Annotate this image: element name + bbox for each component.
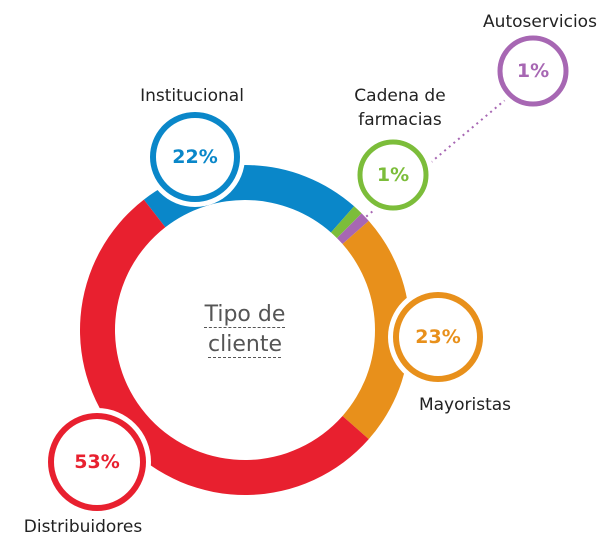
- bubble: [497, 35, 569, 107]
- value-label: 1%: [377, 164, 409, 186]
- category-label: Autoservicios: [483, 12, 597, 32]
- bubble: [150, 112, 240, 202]
- value-label: 1%: [517, 60, 549, 82]
- bubble: [393, 292, 483, 382]
- category-label: Institucional: [140, 86, 244, 106]
- donut-segment: [80, 199, 369, 495]
- category-label: Cadena de farmacias: [354, 86, 446, 130]
- donut-segment: [342, 220, 410, 440]
- category-label: Distribuidores: [23, 517, 143, 537]
- donut-segment: [330, 206, 362, 239]
- category-label: Mayoristas: [418, 395, 512, 415]
- bubble: [357, 139, 429, 211]
- leader-line: [360, 94, 512, 222]
- chart-title: Tipo de cliente: [204, 302, 286, 357]
- value-label: 23%: [415, 326, 460, 348]
- value-label: 53%: [74, 451, 119, 473]
- bubble: [48, 413, 146, 511]
- donut-segment: [336, 213, 369, 245]
- value-label: 22%: [172, 146, 217, 168]
